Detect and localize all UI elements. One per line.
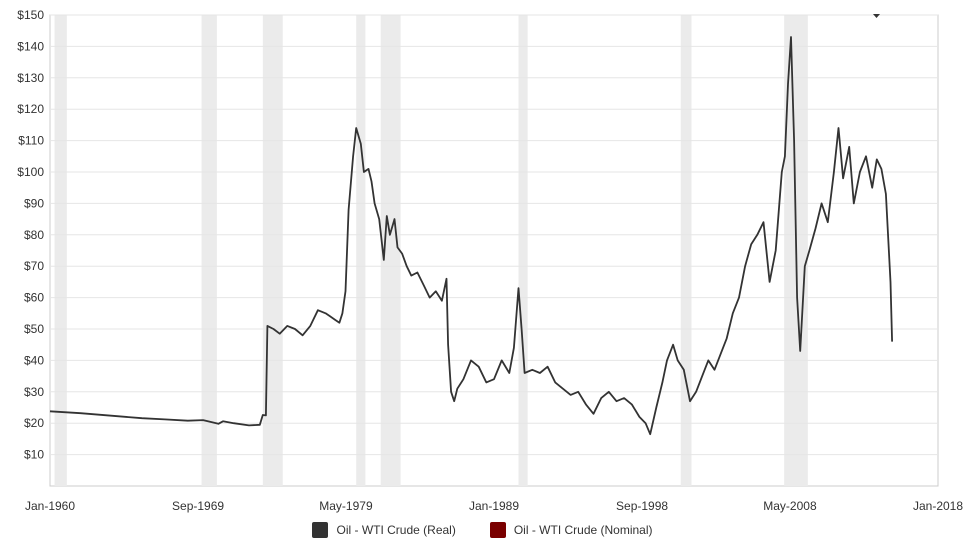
series-layer bbox=[49, 36, 893, 436]
x-tick-label: May-2008 bbox=[763, 499, 817, 513]
gridlines bbox=[50, 14, 938, 456]
x-tick-label: Sep-1969 bbox=[172, 499, 224, 513]
y-tick-label: $90 bbox=[24, 196, 44, 210]
recession-bands bbox=[54, 15, 808, 486]
recession-band bbox=[54, 15, 67, 486]
y-tick-label: $150 bbox=[17, 8, 44, 22]
y-tick-label: $20 bbox=[24, 416, 44, 430]
y-tick-label: $80 bbox=[24, 228, 44, 242]
x-tick-label: Sep-1998 bbox=[616, 499, 668, 513]
checkbox-checked-icon[interactable] bbox=[1, 521, 329, 538]
y-tick-label: $70 bbox=[24, 259, 44, 273]
recession-band bbox=[518, 15, 528, 486]
y-tick-label: $130 bbox=[17, 71, 44, 85]
legend-label-nominal: Oil - WTI Crude (Nominal) bbox=[513, 523, 653, 537]
y-tick-label: $120 bbox=[17, 102, 44, 116]
chart-svg: $10 $20 $30 $40 $50 $60 $70 $80 $90 $100 $110 $120 $… bbox=[17, 8, 963, 513]
x-tick-label: Jan-1989 bbox=[469, 499, 519, 513]
hover-marker-icon bbox=[873, 14, 880, 18]
recession-band bbox=[356, 15, 366, 486]
y-tick-label: $60 bbox=[24, 291, 44, 305]
x-tick-label: Jan-1960 bbox=[25, 499, 75, 513]
x-axis: Jan-1960 Sep-1969 May-1979 Jan-1989 Sep-1998… bbox=[25, 499, 963, 513]
series-line-real bbox=[49, 36, 893, 436]
y-tick-label: $100 bbox=[17, 165, 44, 179]
legend-label-real: Oil - WTI Crude (Real) bbox=[336, 523, 456, 537]
y-tick-label: $50 bbox=[24, 322, 44, 336]
y-tick-label: $10 bbox=[24, 448, 44, 462]
recession-band bbox=[380, 15, 401, 486]
recession-band bbox=[201, 15, 217, 486]
recession-band bbox=[262, 15, 283, 486]
y-tick-label: $110 bbox=[18, 134, 44, 148]
x-tick-label: May-1979 bbox=[319, 499, 373, 513]
y-tick-label: $30 bbox=[24, 385, 44, 399]
y-tick-label: $140 bbox=[17, 39, 44, 53]
checkbox-unchecked-icon[interactable] bbox=[489, 522, 506, 538]
legend-item-real[interactable]: Oil - WTI Crude (Real) bbox=[1, 521, 456, 538]
y-axis: $10 $20 $30 $40 $50 $60 $70 $80 $90 $100 $110 $120 $… bbox=[17, 8, 44, 462]
y-tick-label: $40 bbox=[24, 353, 44, 367]
recession-band bbox=[680, 15, 692, 486]
legend-item-nominal[interactable]: Oil - WTI Crude (Nominal) bbox=[489, 522, 653, 538]
legend: Oil - WTI Crude (Real) Oil - WTI Crude (… bbox=[0, 520, 965, 540]
x-tick-label: Jan-2018 bbox=[913, 499, 963, 513]
